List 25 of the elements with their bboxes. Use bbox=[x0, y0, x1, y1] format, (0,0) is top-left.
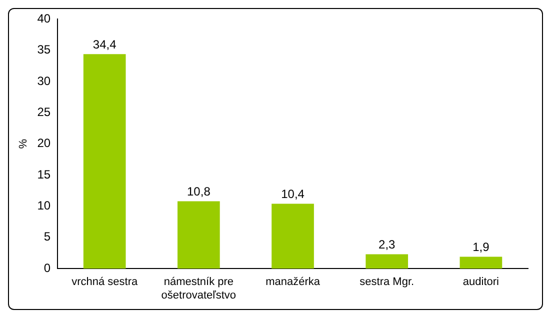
x-tick-label: vrchná sestra bbox=[72, 276, 138, 288]
x-tick-label: sestra Mgr. bbox=[360, 276, 414, 288]
y-tick-label: 40 bbox=[37, 12, 51, 26]
bar bbox=[460, 256, 502, 269]
x-tick-label: auditori bbox=[462, 276, 499, 288]
y-tick-label: 5 bbox=[44, 230, 51, 244]
data-label: 10,8 bbox=[187, 184, 211, 199]
bar bbox=[272, 204, 314, 269]
x-tick-label: manažérka bbox=[266, 276, 321, 288]
y-tick-label: 25 bbox=[37, 105, 51, 120]
y-tick-label: 35 bbox=[37, 42, 51, 57]
x-tick-label: námestník pre ošetrovateľstvo bbox=[161, 276, 236, 302]
bar bbox=[178, 201, 220, 269]
y-tick-label: 0 bbox=[44, 260, 51, 275]
bar bbox=[366, 254, 408, 269]
data-label: 1,9 bbox=[472, 240, 490, 254]
y-tick-label: 20 bbox=[37, 136, 51, 150]
data-label: 34,4 bbox=[92, 37, 117, 52]
y-tick-label: 15 bbox=[37, 167, 51, 182]
y-tick-label: 10 bbox=[37, 198, 51, 213]
y-tick-label: 30 bbox=[37, 74, 51, 88]
data-label: 2,3 bbox=[378, 238, 396, 252]
y-axis-title: % bbox=[18, 138, 30, 149]
bar bbox=[83, 54, 126, 269]
data-label: 10,4 bbox=[281, 187, 305, 202]
